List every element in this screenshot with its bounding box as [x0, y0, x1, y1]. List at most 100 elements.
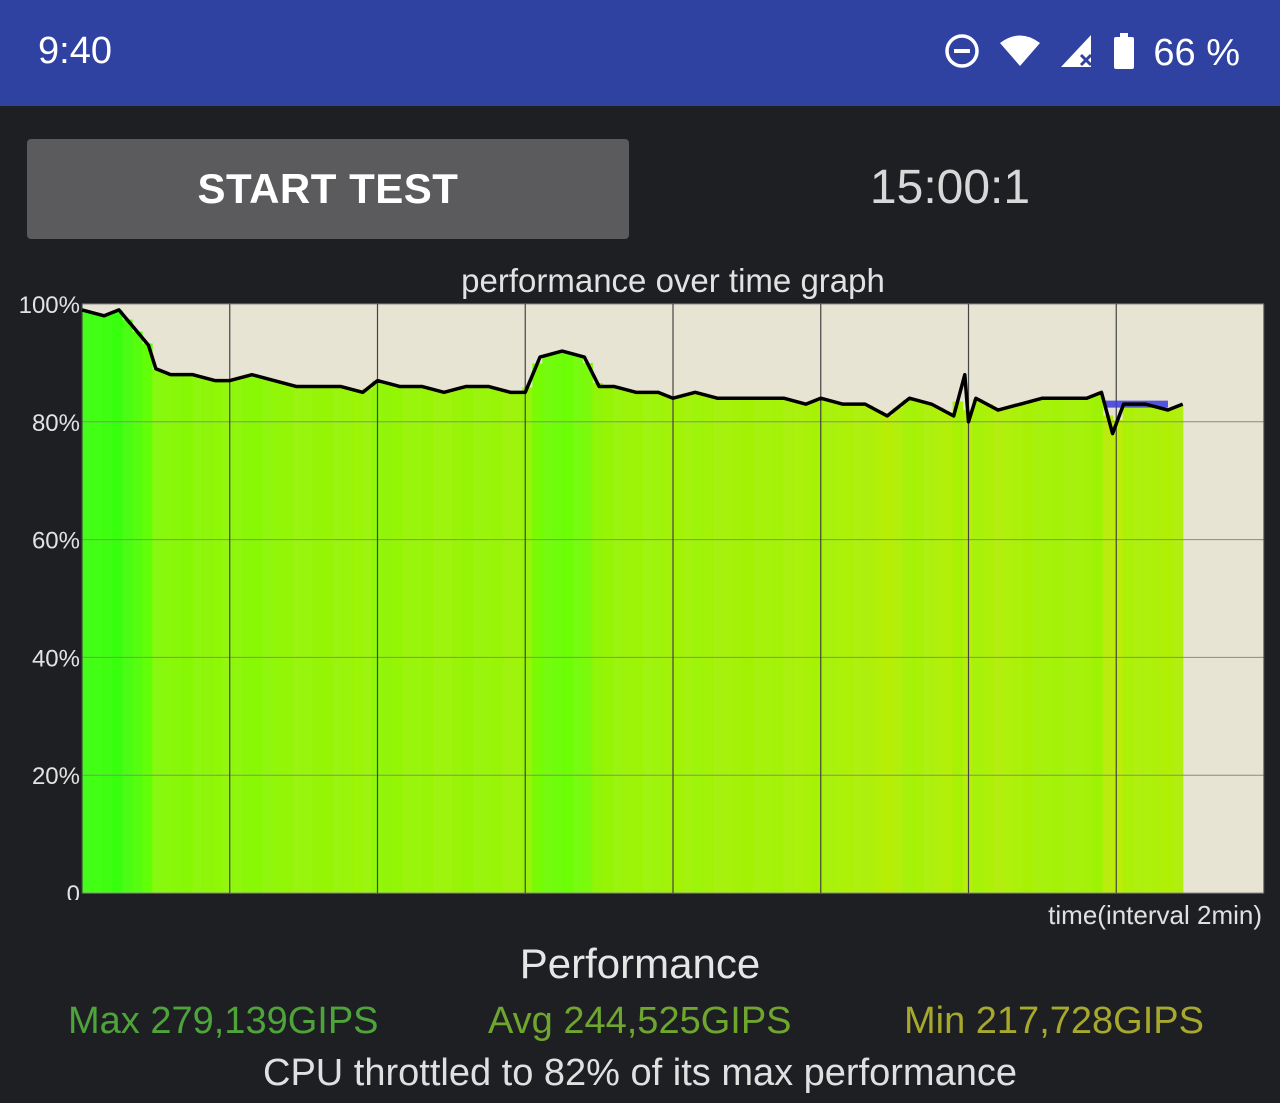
performance-fill-bar: [772, 398, 784, 893]
performance-fill-bar: [742, 398, 754, 893]
performance-fill-bar: [882, 415, 894, 893]
performance-fill-bar: [872, 410, 884, 893]
performance-fill-bar: [462, 386, 473, 893]
test-timer: 15:00:1: [869, 161, 1031, 214]
performance-fill-bar: [112, 310, 123, 893]
performance-fill-bar: [722, 398, 734, 893]
performance-fill-bar: [1132, 404, 1144, 893]
performance-fill-bar: [172, 374, 183, 893]
performance-fill-bar: [842, 404, 854, 893]
performance-fill-bar: [442, 391, 453, 893]
start-test-button[interactable]: START TEST: [27, 139, 629, 239]
performance-fill-bar: [762, 398, 774, 893]
performance-fill-bar: [602, 386, 613, 893]
performance-fill-bar: [132, 331, 143, 893]
performance-fill-bar: [812, 399, 824, 893]
performance-fill-bar: [562, 352, 573, 893]
performance-fill-bar: [942, 412, 954, 893]
performance-fill-bar: [962, 410, 974, 893]
performance-fill-bar: [832, 402, 844, 893]
performance-fill-bar: [802, 403, 814, 893]
performance-fill-bar: [1002, 407, 1014, 893]
min-performance: Min 217,728GIPS: [904, 1000, 1204, 1042]
performance-fill-bar: [822, 400, 834, 893]
performance-fill-bar: [532, 363, 543, 894]
performance-fill-bar: [1052, 398, 1064, 893]
performance-fill-bar: [502, 391, 513, 893]
performance-fill-bar: [322, 386, 333, 893]
y-tick-label: 20%: [32, 763, 80, 790]
performance-fill-bar: [1012, 404, 1024, 893]
performance-fill-bar: [142, 343, 153, 893]
performance-fill-bar: [1072, 398, 1084, 893]
performance-fill-bar: [152, 369, 163, 893]
avg-performance: Avg 244,525GIPS: [488, 1000, 792, 1042]
performance-fill-bar: [182, 374, 193, 893]
performance-fill-bar: [342, 388, 353, 893]
performance-fill-bar: [162, 373, 173, 893]
y-tick-label: 100%: [19, 292, 80, 319]
performance-fill-bar: [1112, 419, 1124, 893]
performance-fill-bar: [82, 311, 93, 893]
performance-fill-bar: [712, 398, 724, 893]
performance-fill-bar: [792, 401, 804, 893]
performance-fill-bar: [522, 387, 533, 893]
performance-fill-bar: [642, 392, 653, 893]
performance-fill-bar: [432, 390, 443, 893]
performance-fill-bar: [1082, 397, 1094, 893]
performance-fill-bar: [922, 403, 934, 893]
performance-fill-bar: [362, 388, 373, 893]
performance-fill-bar: [242, 375, 253, 893]
performance-fill-bar: [392, 385, 403, 893]
performance-fill-bar: [232, 378, 243, 893]
performance-fill-bar: [222, 380, 233, 893]
cellular-signal-icon: [1059, 33, 1095, 74]
performance-fill-bar: [272, 381, 283, 893]
performance-fill-bar: [1122, 404, 1134, 893]
performance-fill-bar: [902, 399, 914, 893]
performance-fill-bar: [732, 398, 744, 893]
y-tick-label: 60%: [32, 528, 80, 555]
performance-fill-bar: [672, 397, 684, 893]
performance-fill-bar: [592, 382, 603, 893]
performance-fill-bar: [352, 390, 363, 893]
performance-fill-bar: [1142, 404, 1154, 893]
throttle-summary: CPU throttled to 82% of its max performa…: [263, 1052, 1017, 1094]
performance-fill-bar: [1172, 406, 1184, 893]
performance-fill-bar: [752, 398, 764, 893]
clock: 9:40: [38, 30, 112, 72]
chart-title: performance over time graph: [461, 262, 885, 299]
wifi-icon: [999, 34, 1041, 73]
battery-icon: [1113, 32, 1135, 75]
performance-chart: 100% 80% 60% 40% 20% 0: [19, 292, 1265, 900]
performance-fill-bar: [1022, 402, 1034, 893]
performance-fill-bar: [1162, 409, 1174, 893]
performance-fill-bar: [472, 386, 483, 893]
performance-fill-bar: [202, 378, 213, 894]
performance-fill-bar: [952, 401, 964, 893]
performance-fill-bar: [982, 404, 994, 893]
performance-fill-bar: [972, 399, 984, 893]
performance-fill-bar: [412, 386, 423, 893]
performance-fill-bar: [1062, 398, 1074, 893]
performance-title: Performance: [519, 940, 761, 987]
performance-fill-bar: [102, 314, 113, 893]
performance-fill-bar: [662, 396, 673, 893]
performance-fill-bar: [612, 387, 623, 893]
performance-fill-bar: [452, 388, 463, 893]
y-tick-label: 40%: [32, 645, 80, 672]
performance-fill-bar: [892, 407, 904, 893]
performance-fill-bar: [862, 405, 874, 893]
performance-fill-bar: [1152, 407, 1164, 893]
performance-fill-bar: [492, 388, 503, 893]
y-tick-label: 80%: [32, 410, 80, 437]
performance-fill-bar: [572, 355, 583, 893]
performance-fill-bar: [852, 404, 864, 893]
performance-fill-bar: [262, 378, 273, 894]
performance-fill-bar: [302, 386, 313, 893]
status-icons: 66 %: [943, 28, 1240, 78]
performance-fill-bar: [212, 380, 223, 893]
performance-fill-bar: [192, 375, 203, 894]
performance-fill-bar: [702, 395, 714, 893]
performance-fill-bar: [312, 386, 323, 893]
